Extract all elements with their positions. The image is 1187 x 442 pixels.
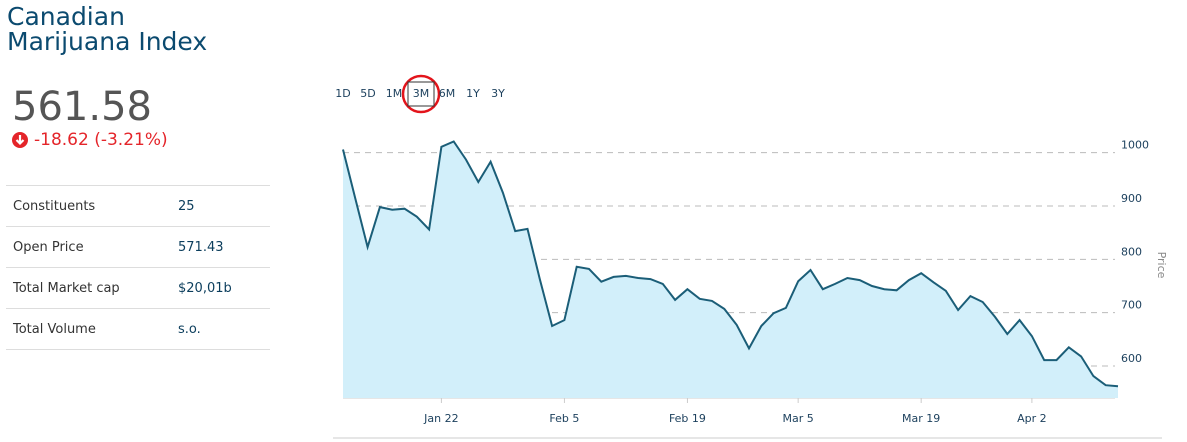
stat-row: Total Volume s.o. xyxy=(6,308,270,350)
stat-row: Open Price 571.43 xyxy=(6,226,270,268)
x-tick-label: Feb 19 xyxy=(669,412,706,425)
y-tick-label: 700 xyxy=(1121,299,1142,312)
x-tick-label: Apr 2 xyxy=(1017,412,1047,425)
stat-row: Total Market cap $20,01b xyxy=(6,267,270,309)
x-tick-label: Mar 5 xyxy=(783,412,814,425)
down-icon xyxy=(12,132,28,148)
range-button[interactable]: 5D xyxy=(360,87,375,100)
range-button[interactable]: 1D xyxy=(335,87,350,100)
price-change: -18.62 (-3.21%) xyxy=(12,130,168,150)
change-text: -18.62 (-3.21%) xyxy=(34,130,168,150)
y-tick-label: 600 xyxy=(1121,352,1142,365)
y-tick-label: 900 xyxy=(1121,192,1142,205)
x-tick-label: Feb 5 xyxy=(549,412,579,425)
stat-value: s.o. xyxy=(178,308,270,350)
stats-table: Constituents 25 Open Price 571.43 Total Mark… xyxy=(6,185,270,350)
stat-label: Total Volume xyxy=(6,308,178,350)
x-tick-label: Mar 19 xyxy=(902,412,940,425)
y-axis-title: Price xyxy=(1155,252,1168,279)
index-price: 561.58 xyxy=(12,84,152,130)
y-tick-label: 1000 xyxy=(1121,139,1149,152)
range-button[interactable]: 1Y xyxy=(466,87,480,100)
stat-row: Constituents 25 xyxy=(6,185,270,227)
range-button[interactable]: 1M xyxy=(386,87,403,100)
range-button[interactable]: 3Y xyxy=(491,87,505,100)
area-fill xyxy=(343,141,1118,398)
range-button[interactable]: 6M xyxy=(439,87,456,100)
stat-label: Total Market cap xyxy=(6,267,178,309)
x-tick-label: Jan 22 xyxy=(423,412,458,425)
index-title: Canadian Marijuana Index xyxy=(7,2,208,56)
y-tick-label: 800 xyxy=(1121,245,1142,258)
stat-value: $20,01b xyxy=(178,267,270,309)
highlight-circle xyxy=(401,74,441,114)
stat-value: 571.43 xyxy=(178,226,270,268)
price-line xyxy=(342,140,1119,388)
range-selected xyxy=(407,81,435,107)
range-button[interactable]: 3M xyxy=(413,87,430,100)
stat-label: Open Price xyxy=(6,226,178,268)
